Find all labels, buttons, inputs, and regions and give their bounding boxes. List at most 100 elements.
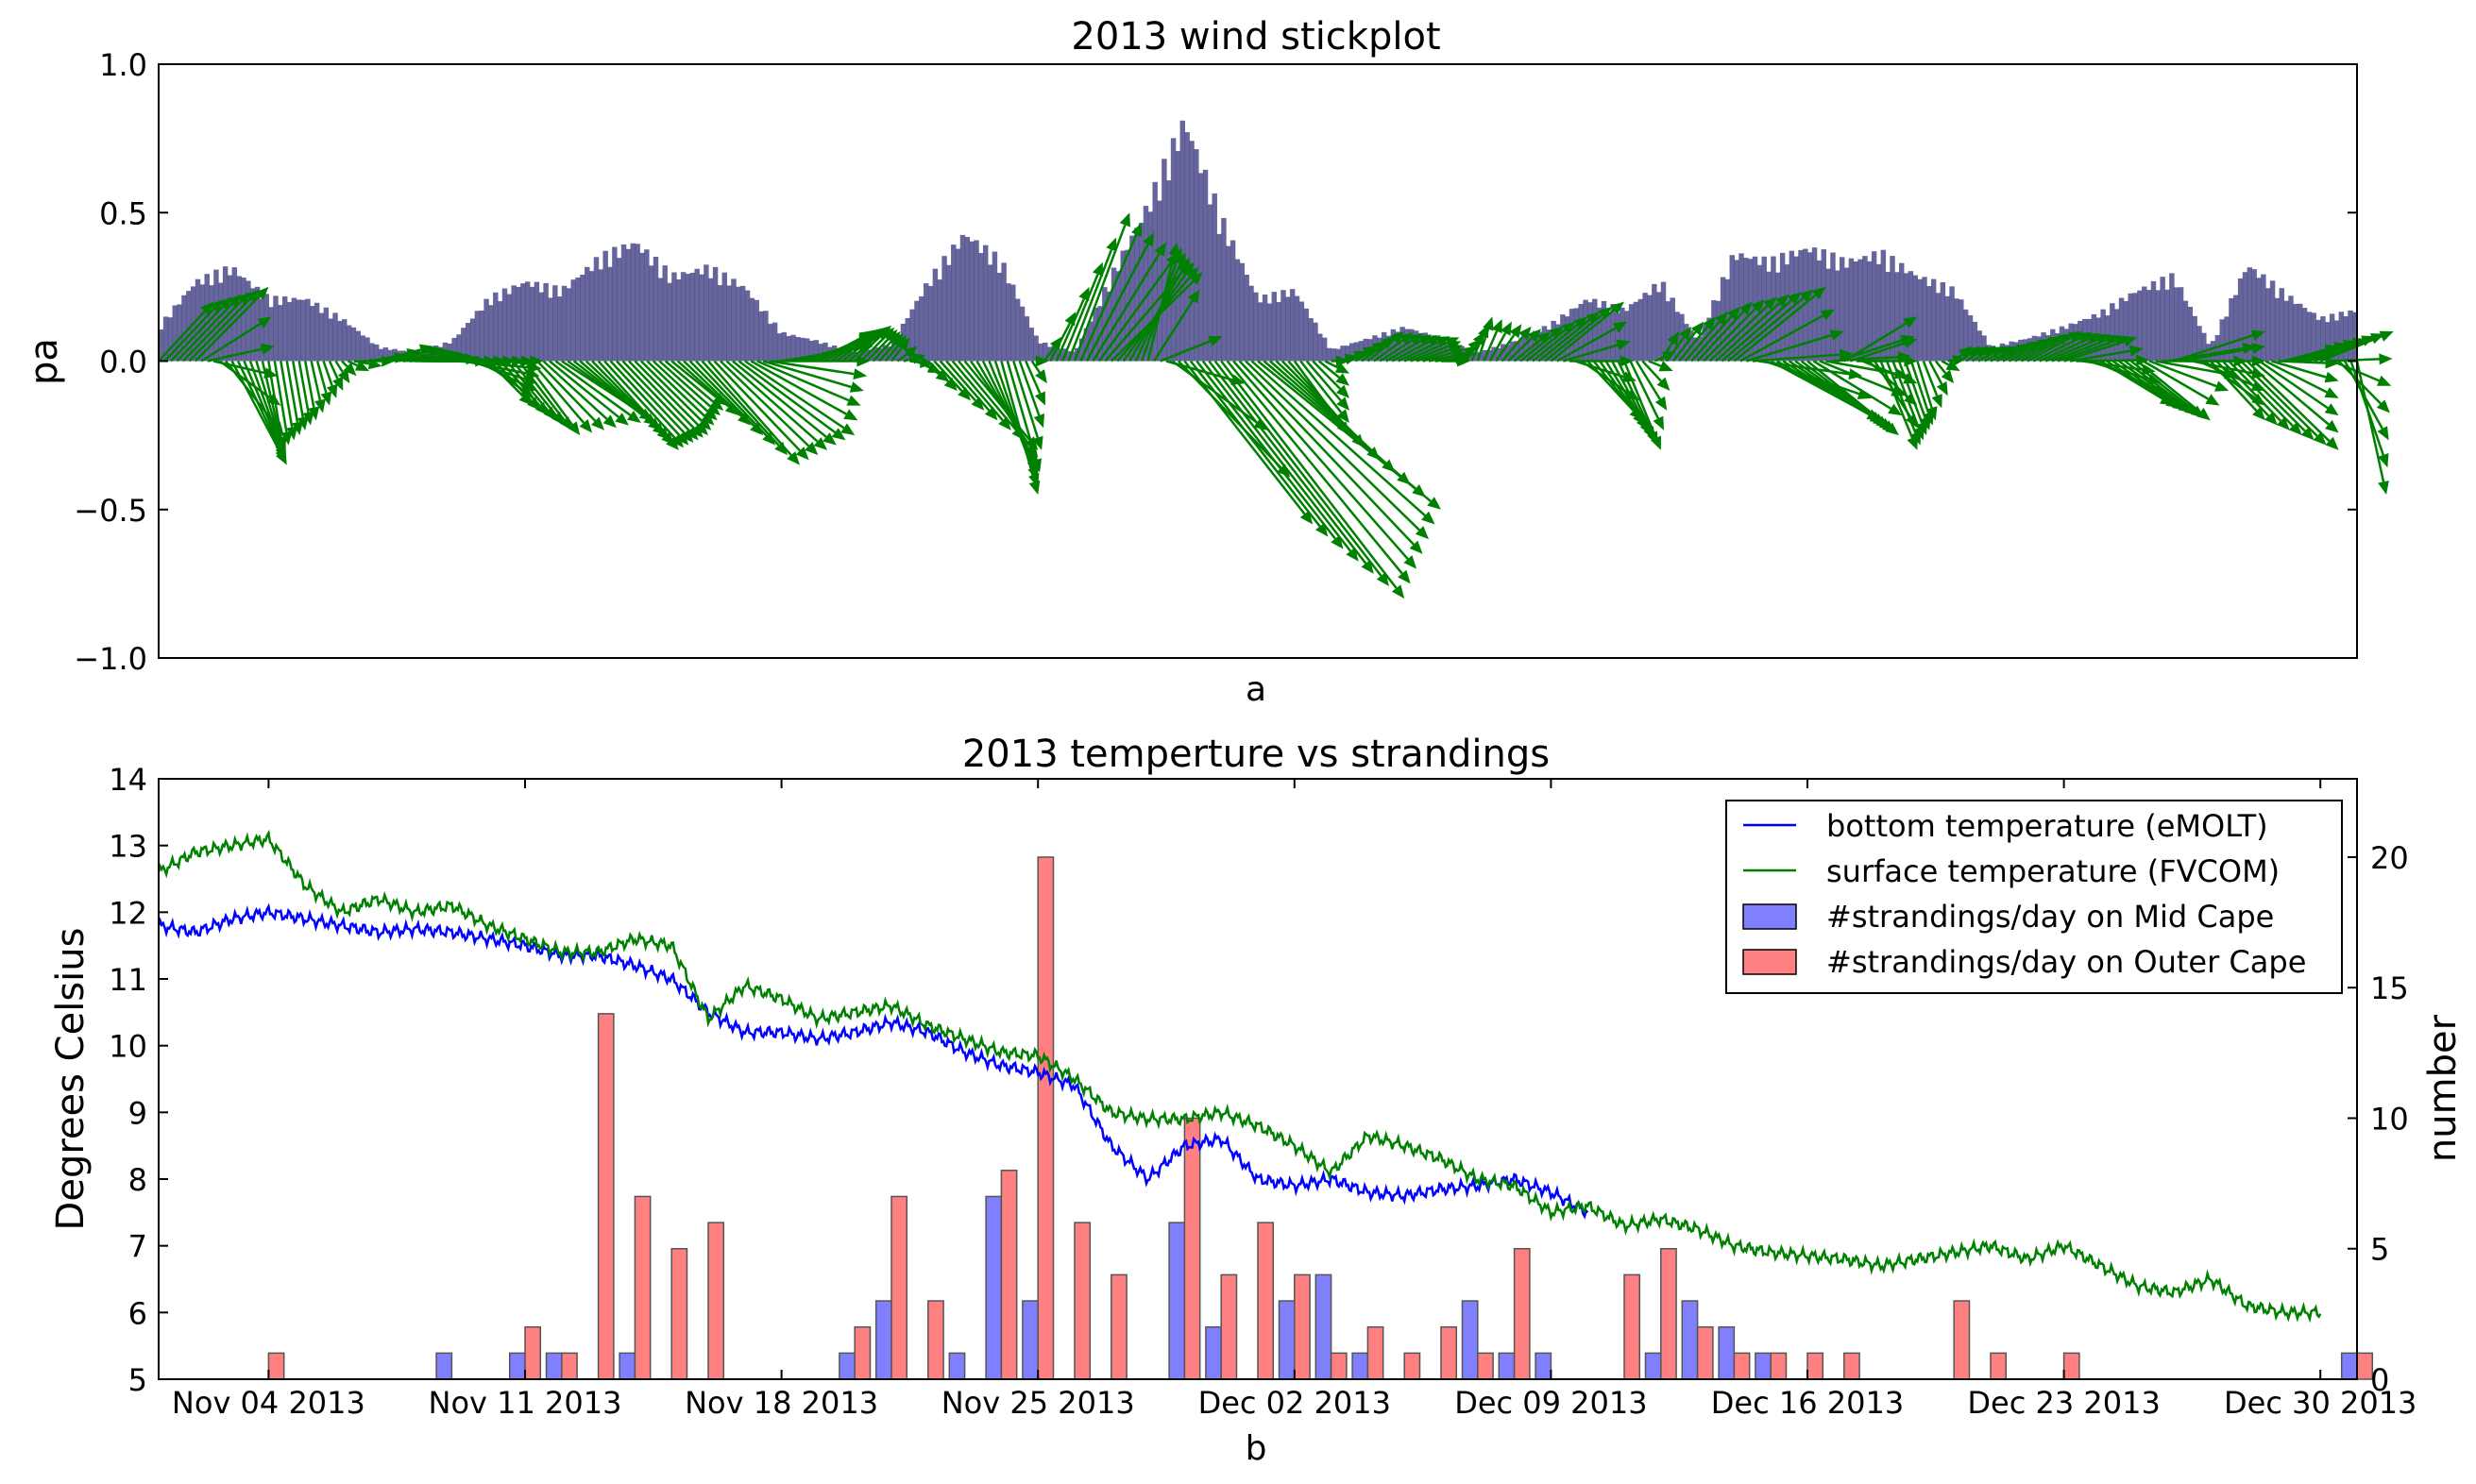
wind-arrow-head — [1616, 339, 1631, 351]
outer-cape-bar — [1623, 1273, 1641, 1380]
stress-bar — [1120, 250, 1126, 362]
wind-arrow-shaft — [1495, 333, 1516, 363]
wind-arrow-shaft — [1909, 361, 1930, 413]
wind-arrow-head — [1049, 336, 1063, 351]
wind-arrow-shaft — [1696, 311, 1745, 363]
stress-bar — [1298, 301, 1305, 362]
wind-arrow-head — [890, 333, 904, 347]
wind-arrow-head — [1586, 312, 1601, 325]
wind-arrow-shaft — [1659, 342, 1673, 363]
wind-arrow-shaft — [628, 360, 695, 430]
wind-arrow-head — [2379, 353, 2393, 365]
wind-arrow-shaft — [720, 360, 810, 447]
wind-arrow-shaft — [353, 360, 370, 365]
wind-arrow-shaft — [1012, 361, 1040, 438]
wind-arrow-head — [2378, 481, 2389, 496]
stress-bar — [241, 278, 246, 362]
wind-arrow-shaft — [817, 336, 862, 363]
wind-arrow-shaft — [2240, 360, 2318, 437]
wind-arrow-head — [1366, 447, 1381, 461]
wind-arrow-head — [943, 377, 958, 391]
wind-arrow-shaft — [1324, 360, 1339, 369]
stress-bar — [2123, 300, 2129, 362]
wind-arrow-shaft — [1060, 274, 1099, 362]
stress-bar — [754, 299, 759, 362]
wind-arrow-head — [1034, 391, 1045, 406]
stress-bar — [676, 278, 682, 362]
stress-bar — [1766, 271, 1772, 362]
wind-arrow-shaft — [732, 360, 827, 438]
stress-bar — [2338, 312, 2345, 362]
wind-arrow-shaft — [2228, 360, 2294, 428]
stress-bar — [932, 268, 939, 362]
stress-bar — [1835, 270, 1840, 362]
stress-bar — [1028, 328, 1034, 362]
wind-arrow-head — [1788, 292, 1802, 305]
wind-arrow-head — [774, 441, 789, 456]
wind-arrow-shaft — [1183, 360, 1306, 515]
wind-arrow-head — [343, 363, 357, 377]
wind-arrow-shaft — [1416, 348, 1451, 363]
stress-bar — [350, 327, 357, 362]
stickplot-y-ticks: 1.0 0.5 0.0 −0.5 −1.0 — [74, 47, 2357, 677]
stress-bar — [1596, 307, 1603, 362]
wind-arrow-shaft — [328, 360, 339, 379]
wind-arrow-shaft — [1666, 336, 1686, 363]
stress-bar — [167, 317, 174, 362]
stress-bar — [488, 305, 494, 362]
stress-bar — [474, 311, 481, 362]
legend-swatch-mid-cape — [1742, 903, 1797, 930]
stress-bar — [2210, 341, 2216, 362]
stress-bar — [2187, 307, 2193, 362]
wind-arrow-shaft — [744, 360, 845, 430]
wind-arrow-shaft — [1366, 338, 1396, 363]
mid-cape-bar — [1535, 1352, 1552, 1380]
stress-bar — [625, 248, 632, 362]
wind-arrow-head — [2377, 426, 2389, 441]
wind-arrow-head — [675, 431, 689, 446]
stress-bar — [1729, 255, 1735, 362]
stress-bar — [1340, 346, 1346, 362]
wind-arrow-head — [762, 431, 776, 446]
stress-bar — [1711, 300, 1717, 362]
stress-bar — [1660, 281, 1667, 362]
wind-arrow-head — [1403, 555, 1417, 569]
stress-bar — [1207, 204, 1213, 362]
mid-cape-bar — [948, 1352, 966, 1380]
wind-arrow-head — [1654, 396, 1668, 411]
stress-bar — [162, 316, 169, 362]
wind-arrow-shaft — [1983, 351, 2001, 363]
wind-arrow-shaft — [1953, 353, 1963, 363]
stress-bar — [1335, 348, 1341, 362]
stress-bar — [1655, 292, 1662, 362]
wind-arrow-shaft — [872, 340, 893, 363]
stress-bar — [808, 340, 815, 362]
wind-arrow-head — [1653, 415, 1665, 430]
wind-arrow-head — [701, 412, 715, 426]
stress-bar — [1605, 312, 1612, 362]
mid-cape-bar — [1461, 1300, 1479, 1380]
stickplot-y-tick-label: −0.5 — [74, 493, 147, 529]
stress-bar — [1010, 284, 1016, 362]
stress-bar — [465, 323, 471, 362]
wind-arrow-shaft — [945, 360, 991, 412]
wind-arrow-shaft — [1525, 329, 1567, 363]
wind-arrow-head — [849, 381, 864, 393]
stress-bar — [1308, 317, 1314, 362]
stress-bar — [342, 319, 348, 362]
stress-bar — [2348, 310, 2353, 362]
stress-bar — [1894, 272, 1900, 362]
stress-bar — [1138, 223, 1145, 362]
wind-arrow-head — [1840, 348, 1854, 361]
temperature-title: 2013 temperture vs strandings — [962, 733, 1550, 776]
wind-arrow-head — [846, 395, 861, 406]
stress-bar — [795, 337, 801, 362]
wind-arrow-shaft — [170, 305, 224, 363]
stress-bar — [585, 266, 590, 362]
wind-arrow-shaft — [1348, 351, 1366, 363]
stress-bar — [1890, 256, 1895, 362]
surface-temperature-line — [157, 829, 2322, 1324]
temperature-y-tick-label: 5 — [128, 1362, 147, 1398]
wind-arrow-shaft — [315, 361, 328, 394]
wind-arrow-head — [326, 383, 338, 398]
